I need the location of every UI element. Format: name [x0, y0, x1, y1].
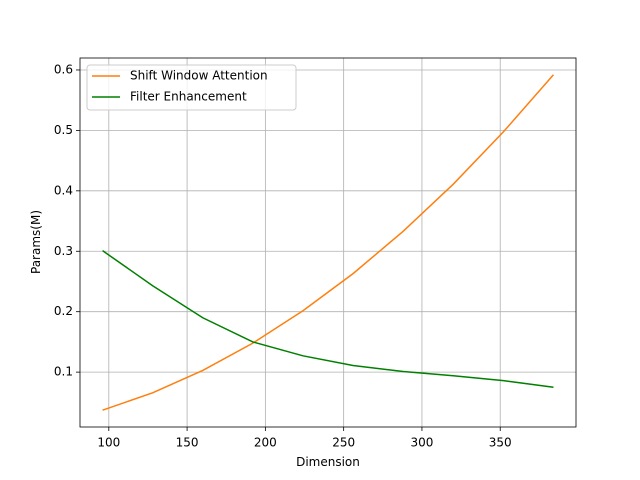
plot-frame [79, 57, 577, 428]
y-tick-label: 0.2 [54, 304, 73, 318]
legend-box [86, 64, 297, 111]
y-tick-label: 0.3 [54, 244, 73, 258]
y-tick-label: 0.1 [54, 365, 73, 379]
x-tick-label: 300 [410, 436, 433, 450]
data-line [102, 250, 554, 388]
legend-label: Filter Enhancement [130, 90, 247, 104]
data-line [102, 74, 555, 411]
y-tick-label: 0.6 [54, 62, 73, 76]
x-tick-label: 250 [332, 436, 355, 450]
x-axis-label: Dimension [296, 455, 360, 469]
x-tick-label: 100 [97, 436, 120, 450]
x-tick-label: 350 [489, 436, 512, 450]
x-tick-label: 200 [254, 436, 277, 450]
legend-label: Shift Window Attention [130, 69, 268, 83]
x-tick-label: 150 [176, 436, 199, 450]
y-axis-label: Params(M) [29, 210, 43, 274]
y-tick-label: 0.5 [54, 123, 73, 137]
y-tick-label: 0.4 [54, 183, 73, 197]
